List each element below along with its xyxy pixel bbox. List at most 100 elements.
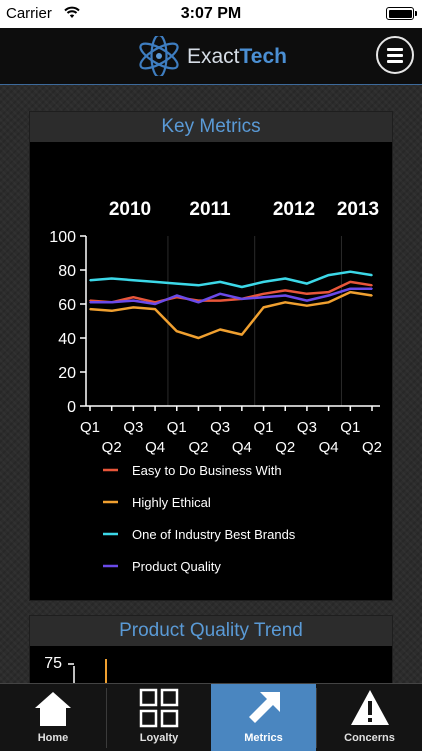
menu-button[interactable]	[376, 36, 414, 74]
data-point	[284, 277, 287, 280]
data-point	[349, 281, 352, 283]
product-quality-panel: Product Quality Trend 75	[30, 616, 392, 686]
year-label: 2010	[109, 199, 151, 220]
data-point	[371, 284, 373, 287]
data-point	[306, 293, 308, 295]
nav-bar: ExactTech	[0, 28, 422, 85]
data-point	[132, 299, 135, 302]
data-point	[154, 303, 156, 305]
logo-text-bold: Tech	[239, 45, 287, 68]
data-point	[197, 284, 200, 287]
arrow-icon	[249, 692, 280, 723]
data-point	[284, 301, 287, 304]
x-tick-label: Q4	[319, 439, 339, 456]
y-tick-label: 40	[58, 331, 76, 348]
x-tick-label: Q4	[232, 439, 252, 456]
data-point	[371, 274, 373, 276]
data-point	[110, 310, 113, 312]
data-point	[241, 333, 243, 336]
data-point	[154, 281, 156, 283]
data-point	[110, 277, 113, 280]
data-point	[284, 289, 287, 292]
data-point	[89, 301, 91, 304]
hamburger-menu-icon-bar	[387, 54, 403, 57]
y-tick-label: 60	[58, 297, 76, 314]
tab-loyalty-label: Loyalty	[139, 732, 179, 744]
series-line	[89, 290, 373, 340]
data-point	[132, 296, 135, 298]
status-time: 3:07 PM	[180, 5, 242, 22]
legend-label: Easy to Do Business With	[132, 463, 282, 478]
key-metrics-panel: Key Metrics 2010 2011 2012 2013 0 20 40 60 80 100…	[30, 112, 392, 600]
tab-concerns[interactable]: Concerns	[317, 684, 422, 751]
data-point	[306, 282, 308, 285]
data-point	[349, 291, 352, 293]
product-quality-title: Product Quality Trend	[30, 616, 392, 646]
data-point	[371, 294, 373, 297]
status-bar: Carrier 3:07 PM	[0, 0, 422, 28]
data-point	[327, 301, 330, 304]
data-point	[262, 293, 265, 295]
tab-home-label: Home	[37, 732, 69, 744]
y-tick-label: 0	[67, 399, 76, 416]
data-point	[175, 282, 178, 285]
key-metrics-title: Key Metrics	[30, 112, 392, 142]
x-tick-label: Q1	[80, 419, 100, 436]
data-point	[371, 287, 373, 290]
data-point	[349, 287, 352, 290]
tab-metrics[interactable]: Metrics	[211, 684, 316, 751]
data-point	[132, 306, 135, 309]
hamburger-menu-icon-bar	[387, 60, 403, 63]
data-point	[262, 306, 265, 309]
tab-loyalty[interactable]: Loyalty	[107, 684, 211, 751]
data-point	[306, 299, 308, 302]
tab-metrics-label: Metrics	[244, 732, 283, 744]
legend-label: Product Quality	[132, 559, 221, 574]
data-point	[327, 291, 330, 293]
data-point	[262, 281, 265, 283]
x-tick-label: Q1	[340, 419, 360, 436]
x-tick-label: Q1	[254, 419, 274, 436]
y-tick-label: 80	[58, 263, 76, 280]
tab-home[interactable]: Home	[0, 684, 106, 751]
data-point	[241, 286, 243, 288]
product-quality-chart-svg: 75	[44, 655, 107, 686]
y-tick-label: 100	[49, 229, 76, 246]
data-point	[219, 293, 221, 295]
battery-tip	[415, 11, 417, 16]
series-line	[90, 287, 372, 306]
product-quality-chart: 75	[30, 646, 392, 686]
data-point	[284, 294, 287, 297]
series-line	[89, 270, 373, 289]
key-metrics-chart-svg: 2010 2011 2012 2013020406080100Q1Q2Q3Q4Q1Q2…	[49, 199, 382, 574]
data-point	[89, 279, 91, 281]
data-point	[219, 299, 221, 302]
data-point	[349, 270, 352, 273]
tab-bar: Home Loyalty Metrics Concerns	[0, 683, 422, 751]
logo-text-light: Exact	[187, 45, 240, 68]
year-label: 2011	[189, 199, 231, 220]
x-tick-label: Q2	[275, 439, 295, 456]
tab-divider	[316, 688, 317, 748]
data-point	[89, 308, 91, 310]
data-point	[175, 294, 178, 297]
hamburger-menu-icon-bar	[387, 48, 403, 51]
x-tick-label: Q1	[167, 419, 187, 436]
year-label: 2012	[273, 199, 315, 220]
warning-icon	[351, 690, 389, 725]
x-tick-label: Q3	[123, 419, 143, 436]
data-point	[175, 330, 178, 332]
data-point	[306, 304, 308, 307]
tab-divider	[106, 688, 107, 748]
logo-text: ExactTech	[187, 45, 287, 69]
y-tick-label: 20	[58, 365, 76, 382]
legend-label: One of Industry Best Brands	[132, 527, 296, 542]
home-icon	[35, 692, 71, 726]
grid-icon	[139, 688, 179, 728]
tab-concerns-label: Concerns	[344, 732, 395, 744]
wifi-icon	[64, 6, 80, 18]
battery-icon	[386, 7, 414, 20]
year-label: 2013	[337, 199, 379, 220]
key-metrics-chart: 2010 2011 2012 2013 0 20 40 60 80 100 Q1 Q2 Q3 Q4 Q1 Q2…	[30, 142, 392, 600]
x-tick-label: Q3	[297, 419, 317, 436]
